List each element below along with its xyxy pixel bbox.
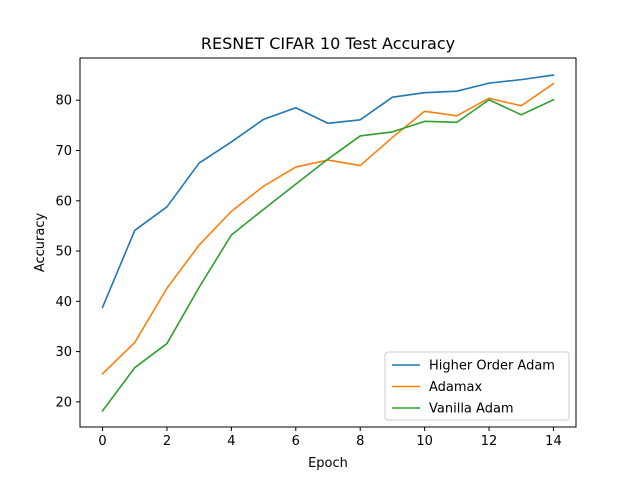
legend-box: [384, 351, 570, 421]
x-tick-label: 12: [481, 434, 498, 449]
legend: Higher Order Adam Adamax Vanilla Adam: [384, 351, 570, 421]
x-tick-label: 8: [356, 434, 364, 449]
y-tick-label: 60: [55, 194, 72, 209]
y-axis-label: Accuracy: [33, 213, 48, 273]
series-line-higher-order-adam: [101, 74, 555, 309]
y-tick-label: 70: [55, 144, 72, 159]
legend-label-vanilla-adam: Vanilla Adam: [429, 402, 514, 417]
legend-label-higher-order-adam: Higher Order Adam: [429, 359, 555, 374]
y-tick-label: 50: [55, 245, 72, 260]
x-axis: 0 2 4 6 8 10 12 14: [98, 427, 562, 449]
x-tick-label: 6: [292, 434, 300, 449]
axes-frame: [79, 57, 577, 428]
y-axis: 20 30 40 50 60 70 80: [55, 94, 80, 410]
x-tick-label: 0: [98, 434, 106, 449]
y-tick-label: 80: [55, 94, 72, 109]
legend-label-adamax: Adamax: [429, 380, 483, 395]
x-tick-label: 2: [163, 434, 171, 449]
y-tick-label: 20: [55, 395, 72, 410]
x-axis-label: Epoch: [308, 456, 348, 471]
chart-title: RESNET CIFAR 10 Test Accuracy: [201, 34, 455, 53]
x-tick-label: 4: [227, 434, 235, 449]
series-layer: [101, 74, 555, 413]
y-tick-label: 40: [55, 295, 72, 310]
x-tick-label: 14: [545, 434, 562, 449]
y-tick-label: 30: [55, 345, 72, 360]
x-tick-label: 10: [416, 434, 433, 449]
series-line-vanilla-adam: [101, 98, 555, 413]
